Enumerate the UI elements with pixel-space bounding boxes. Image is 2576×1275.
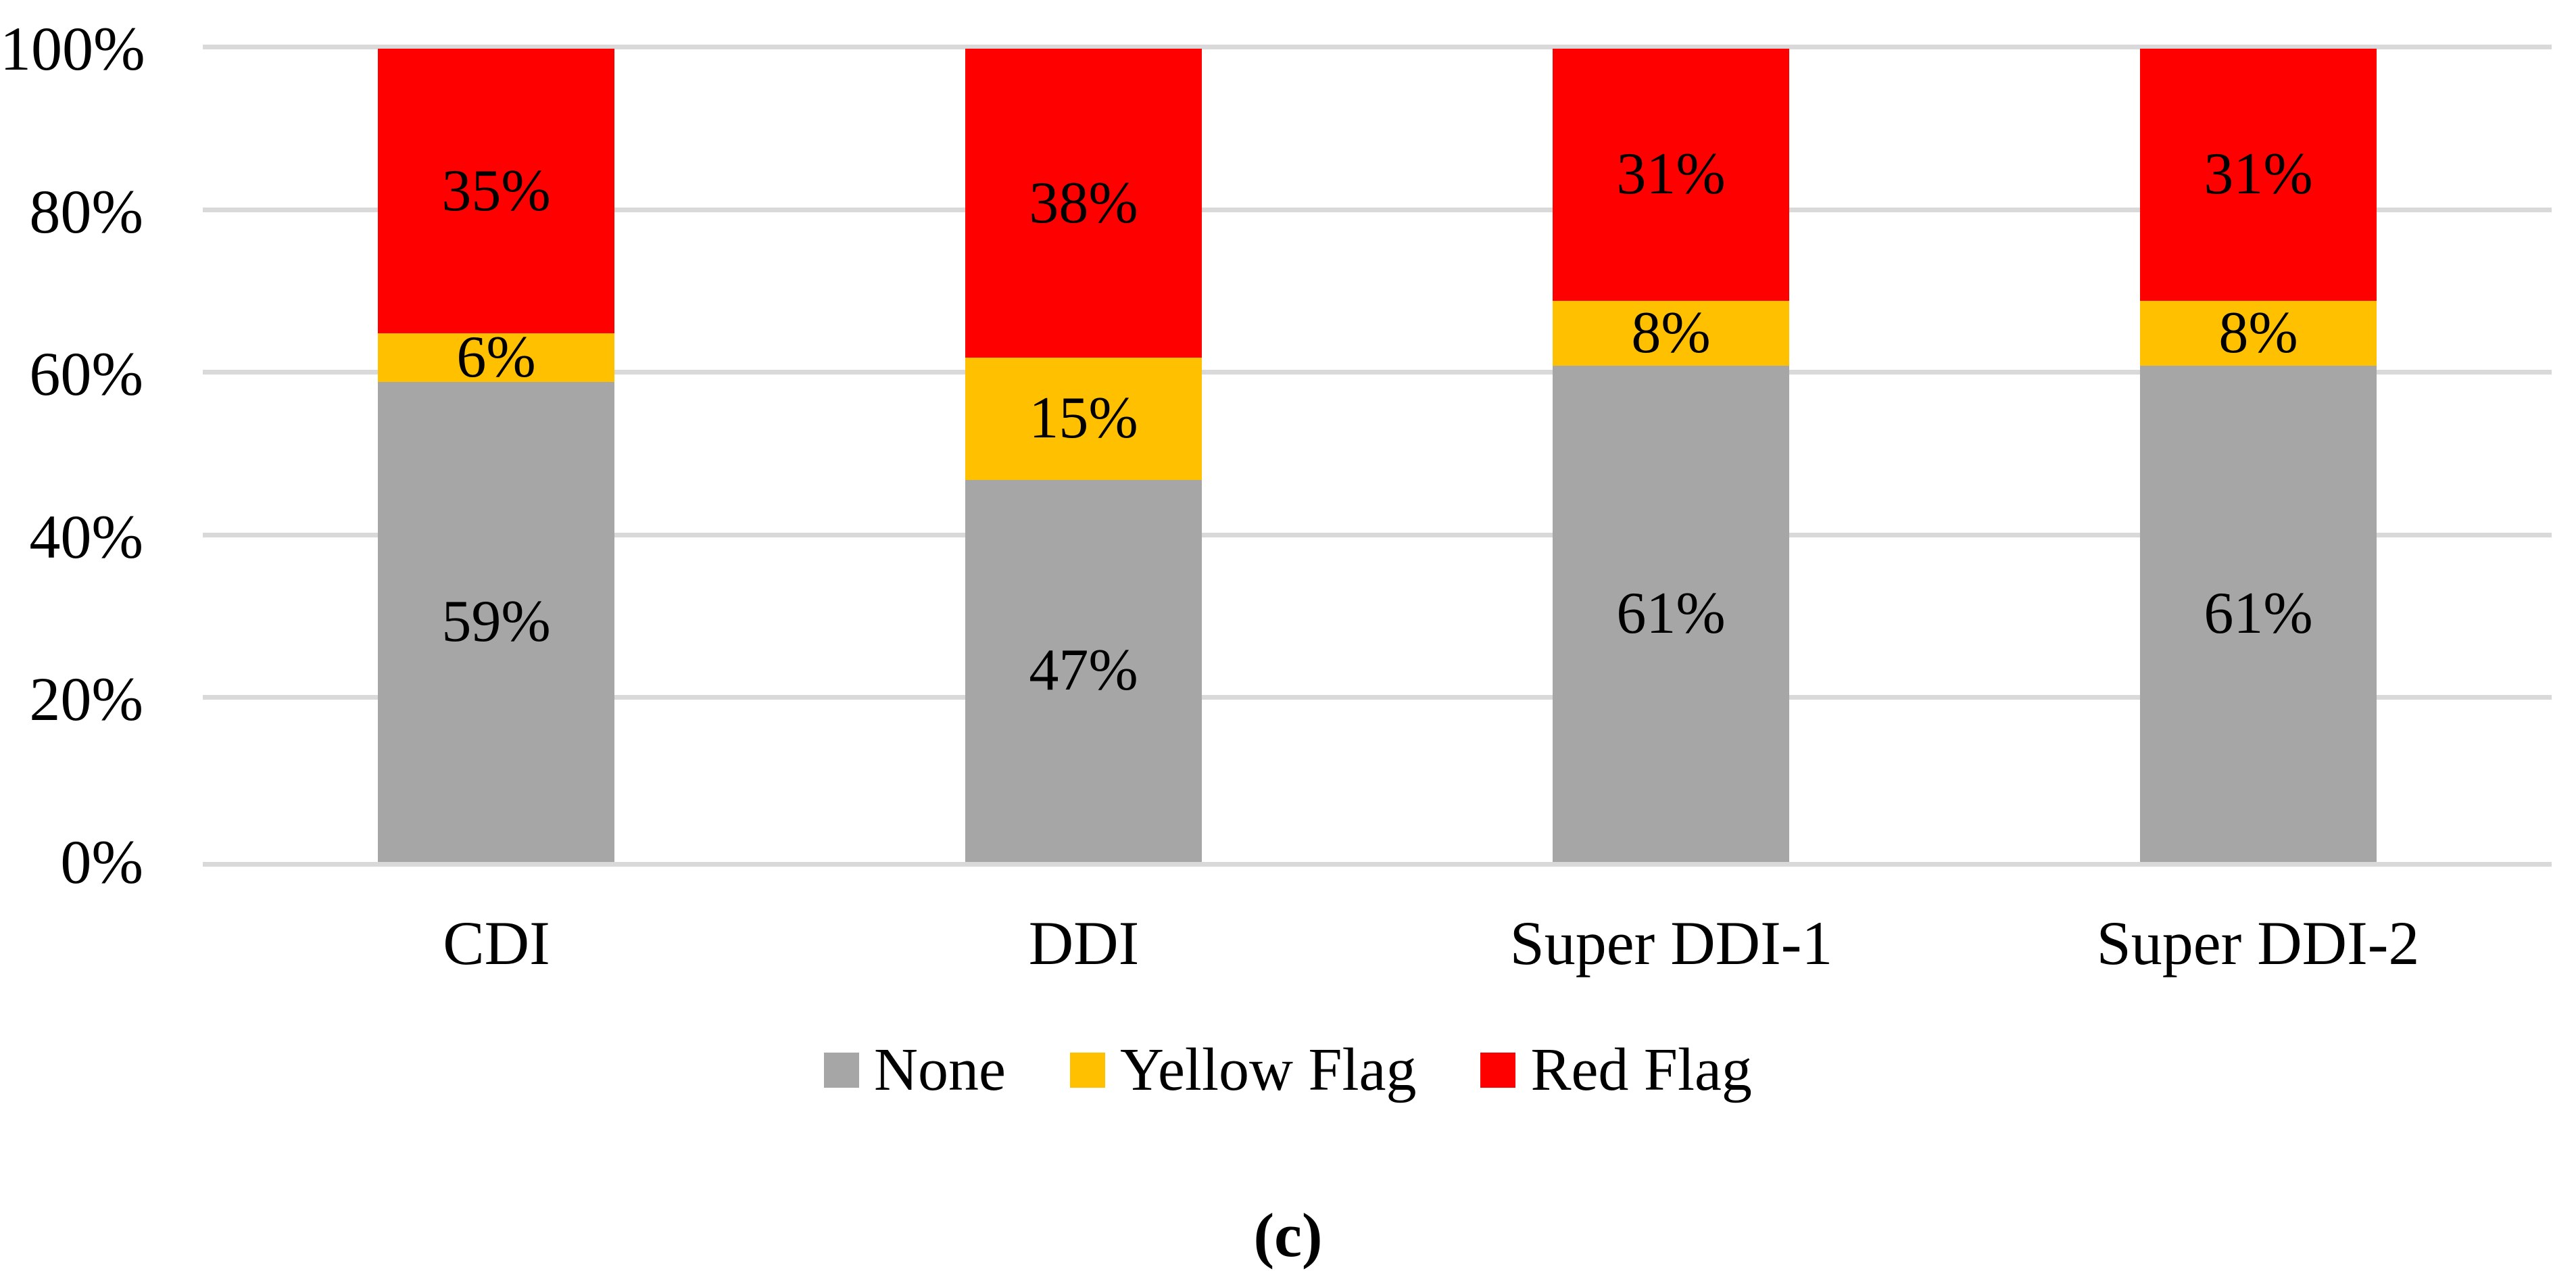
y-axis-tick-label: 60% bbox=[29, 339, 143, 408]
y-axis-tick-label: 0% bbox=[60, 827, 143, 896]
x-axis-label-super-ddi-2: Super DDI-2 bbox=[2096, 909, 2420, 978]
data-label-yellow-flag-super-ddi-2: 8% bbox=[2218, 300, 2298, 366]
data-label-red-flag-cdi: 35% bbox=[441, 158, 551, 224]
y-axis: 100% 80% 60% 40% 20% 0% bbox=[0, 14, 145, 896]
plot-area: 35% 6% 59% 38% 15% 47% 31% 8% 61% 31% 8% 61% bbox=[203, 45, 2552, 867]
data-label-red-flag-ddi: 38% bbox=[1029, 170, 1138, 236]
bar-segment-yellow-flag-ddi: 15% bbox=[965, 358, 1202, 480]
figure-caption: (c) bbox=[0, 1191, 2576, 1275]
data-label-yellow-flag-cdi: 6% bbox=[456, 324, 536, 391]
bar-segment-none-ddi: 47% bbox=[965, 479, 1202, 862]
legend-item-red-flag: Red Flag bbox=[1480, 1026, 1752, 1114]
bar-segment-none-super-ddi-2: 61% bbox=[2140, 366, 2377, 862]
legend-swatch-none bbox=[824, 1053, 860, 1088]
gridline-0% bbox=[203, 862, 2552, 867]
x-axis-label-ddi: DDI bbox=[1028, 909, 1140, 978]
legend-swatch-red-flag bbox=[1480, 1053, 1516, 1088]
bar-super-ddi-1: 31% 8% 61% bbox=[1553, 49, 1789, 862]
gridline-60% bbox=[203, 370, 2552, 375]
data-label-yellow-flag-ddi: 15% bbox=[1029, 385, 1138, 452]
legend-swatch-yellow-flag bbox=[1070, 1053, 1105, 1088]
y-axis-tick-label: 20% bbox=[29, 665, 143, 733]
bar-segment-red-flag-cdi: 35% bbox=[378, 49, 614, 334]
legend-item-none: None bbox=[824, 1026, 1006, 1114]
y-axis-tick-label: 40% bbox=[29, 502, 143, 571]
bar-segment-yellow-flag-super-ddi-1: 8% bbox=[1553, 300, 1789, 366]
legend-label-none: None bbox=[874, 1036, 1006, 1103]
gridline-80% bbox=[203, 208, 2552, 212]
data-label-none-ddi: 47% bbox=[1029, 638, 1138, 704]
figure-caption-text: (c) bbox=[1253, 1201, 1323, 1270]
data-label-red-flag-super-ddi-1: 31% bbox=[1616, 141, 1726, 208]
bar-cdi: 35% 6% 59% bbox=[378, 49, 614, 862]
bar-super-ddi-2: 31% 8% 61% bbox=[2140, 49, 2377, 862]
bar-segment-red-flag-ddi: 38% bbox=[965, 49, 1202, 358]
legend-label-yellow-flag: Yellow Flag bbox=[1120, 1036, 1417, 1103]
data-label-none-super-ddi-1: 61% bbox=[1616, 581, 1726, 647]
bar-segment-red-flag-super-ddi-1: 31% bbox=[1553, 49, 1789, 301]
x-axis: CDI DDI Super DDI-1 Super DDI-2 bbox=[203, 899, 2552, 987]
legend: None Yellow Flag Red Flag bbox=[0, 1026, 2576, 1114]
gridline-40% bbox=[203, 533, 2552, 537]
data-label-none-cdi: 59% bbox=[441, 589, 551, 655]
bar-segment-red-flag-super-ddi-2: 31% bbox=[2140, 49, 2377, 301]
y-axis-tick-label: 100% bbox=[0, 14, 145, 83]
legend-label-red-flag: Red Flag bbox=[1530, 1036, 1752, 1103]
data-label-none-super-ddi-2: 61% bbox=[2204, 581, 2313, 647]
x-axis-label-super-ddi-1: Super DDI-1 bbox=[1509, 909, 1833, 978]
data-label-red-flag-super-ddi-2: 31% bbox=[2204, 141, 2313, 208]
gridline-100% bbox=[203, 45, 2552, 49]
bar-ddi: 38% 15% 47% bbox=[965, 49, 1202, 862]
y-axis-tick-label: 80% bbox=[29, 177, 143, 246]
gridline-20% bbox=[203, 695, 2552, 700]
bar-segment-none-super-ddi-1: 61% bbox=[1553, 366, 1789, 862]
x-axis-label-cdi: CDI bbox=[443, 909, 550, 978]
bar-segment-none-cdi: 59% bbox=[378, 382, 614, 862]
legend-item-yellow-flag: Yellow Flag bbox=[1070, 1026, 1416, 1114]
bar-segment-yellow-flag-super-ddi-2: 8% bbox=[2140, 300, 2377, 366]
data-label-yellow-flag-super-ddi-1: 8% bbox=[1631, 300, 1711, 366]
bar-segment-yellow-flag-cdi: 6% bbox=[378, 328, 614, 387]
